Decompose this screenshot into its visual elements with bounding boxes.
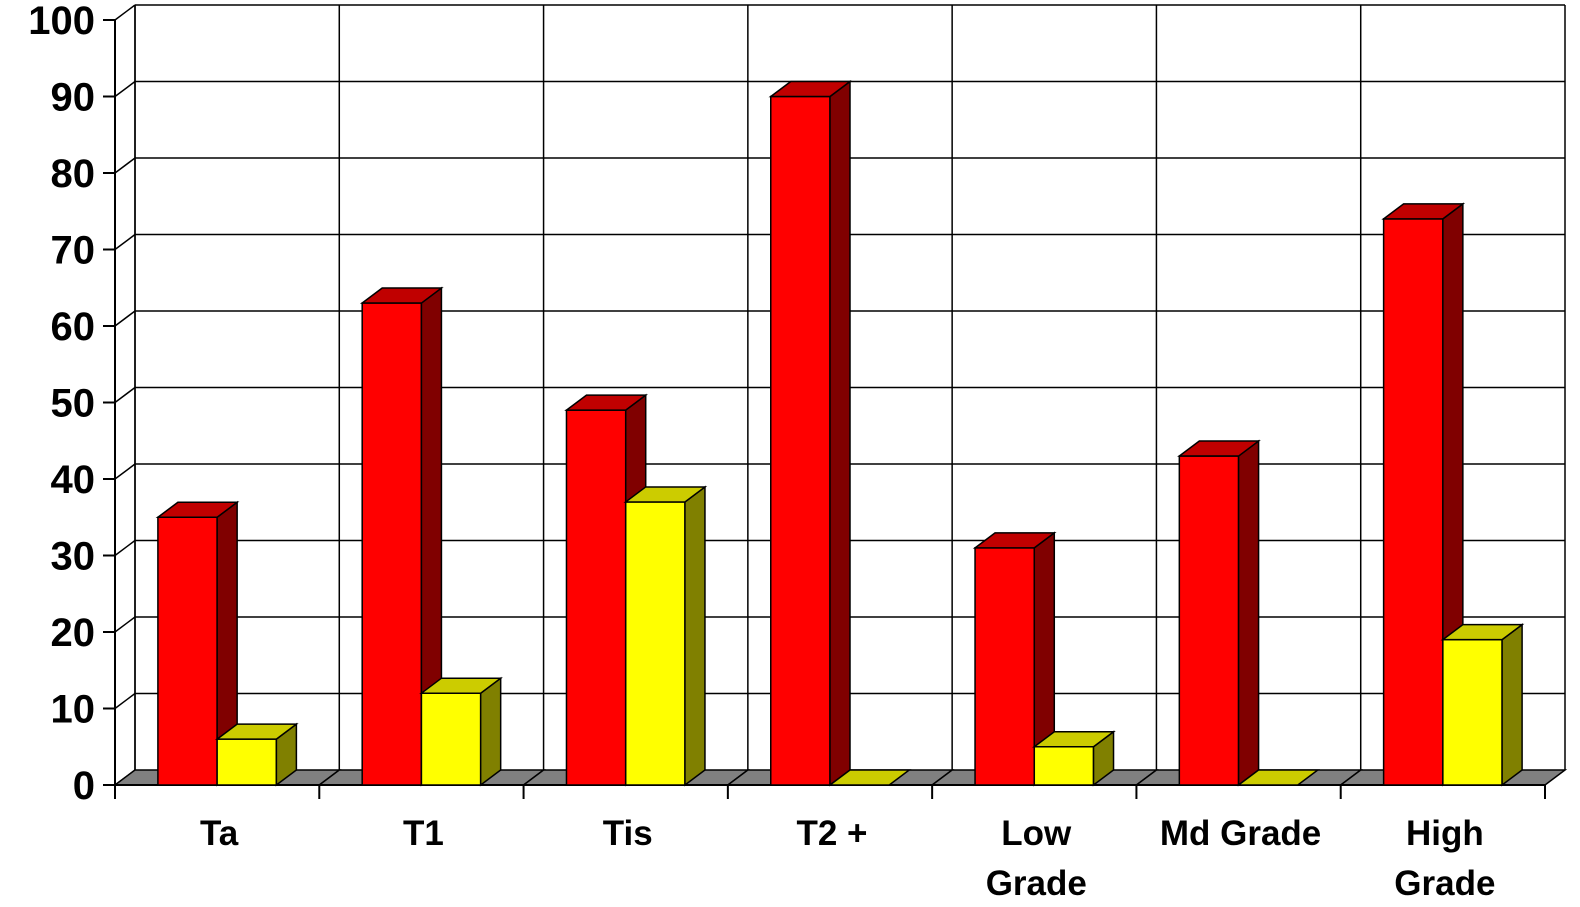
x-tick-label: High Grade: [1394, 814, 1495, 903]
bar-front: [420, 692, 482, 786]
bar-top: [564, 394, 648, 411]
bar-top: [1177, 440, 1261, 457]
bar-red: [359, 286, 444, 787]
bar-yellow: [827, 769, 912, 786]
bar-top: [1440, 623, 1525, 641]
bar-top: [623, 486, 708, 503]
y-tick-label: 50: [51, 382, 96, 426]
bar-top: [768, 80, 853, 98]
bar-front: [1382, 218, 1444, 786]
side-wall-gridline: [114, 692, 136, 710]
bar-front: [216, 738, 278, 786]
bar-top: [214, 723, 299, 740]
bar-front: [974, 547, 1036, 786]
y-tick-label: 90: [51, 76, 96, 120]
bar-yellow: [419, 676, 503, 787]
bar-red: [972, 531, 1057, 787]
y-tick-label: 0: [73, 764, 95, 808]
bar-front: [1442, 638, 1503, 786]
bars: [155, 80, 1525, 787]
bar-front: [1033, 746, 1095, 786]
bar-top: [359, 287, 444, 304]
side-wall-gridline: [114, 539, 136, 557]
y-tick-labels: 0 10 20 30 40 50 60 70 80 90 100: [28, 0, 95, 808]
bar-top: [1236, 769, 1321, 786]
bar-top: [972, 532, 1057, 549]
x-tick-label: Tis: [603, 814, 653, 853]
bar-front: [1178, 455, 1240, 786]
x-tick-label: Low Grade: [986, 814, 1087, 903]
side-wall-gridline: [114, 4, 136, 21]
bar-yellow: [1236, 769, 1321, 786]
x-tick-label: Ta: [200, 814, 239, 853]
y-tick-label: 100: [28, 0, 95, 43]
bar-top: [1032, 731, 1116, 748]
bar-top: [827, 769, 912, 786]
bar-side: [829, 80, 851, 787]
x-tick-label: Md Grade: [1160, 814, 1321, 853]
bar-side: [1501, 623, 1523, 787]
bar-side: [1237, 439, 1260, 787]
x-tick-labels: Ta T1 Tis T2 + Low Grade Md Grade High Grade: [200, 814, 1495, 903]
bar-top: [419, 677, 503, 694]
bar-front: [624, 501, 686, 786]
bar-front: [770, 95, 831, 786]
x-tick-label: T1: [403, 814, 444, 853]
side-wall-gridline: [114, 310, 136, 327]
bar-side: [684, 485, 706, 787]
bar-front: [565, 409, 627, 786]
bar-top: [155, 501, 240, 518]
bar-yellow: [623, 485, 708, 787]
bar-red: [1177, 439, 1261, 787]
side-wall-gridline: [114, 157, 136, 174]
bar-yellow: [1440, 623, 1525, 787]
y-tick-label: 60: [51, 305, 96, 349]
bar-front: [361, 302, 423, 786]
bar-front: [157, 516, 218, 786]
bar-yellow: [214, 722, 299, 787]
y-tick-label: 20: [51, 611, 96, 655]
side-wall-gridline: [114, 80, 136, 98]
bar-yellow: [1032, 730, 1116, 787]
bar-side: [479, 676, 502, 787]
side-wall-gridline: [114, 463, 136, 480]
y-tick-label: 40: [51, 458, 96, 502]
y-tick-label: 70: [51, 229, 96, 273]
bar-red: [155, 500, 240, 787]
bar-top: [1381, 203, 1466, 220]
y-tick-label: 80: [51, 152, 96, 196]
y-tick-label: 10: [51, 688, 96, 732]
x-tick-label: T2 +: [796, 814, 867, 853]
side-wall-gridline: [114, 233, 136, 251]
side-wall-gridline: [114, 386, 136, 404]
bar-red: [768, 80, 853, 787]
y-tick-label: 30: [51, 535, 96, 579]
side-wall-gridline: [114, 616, 136, 633]
